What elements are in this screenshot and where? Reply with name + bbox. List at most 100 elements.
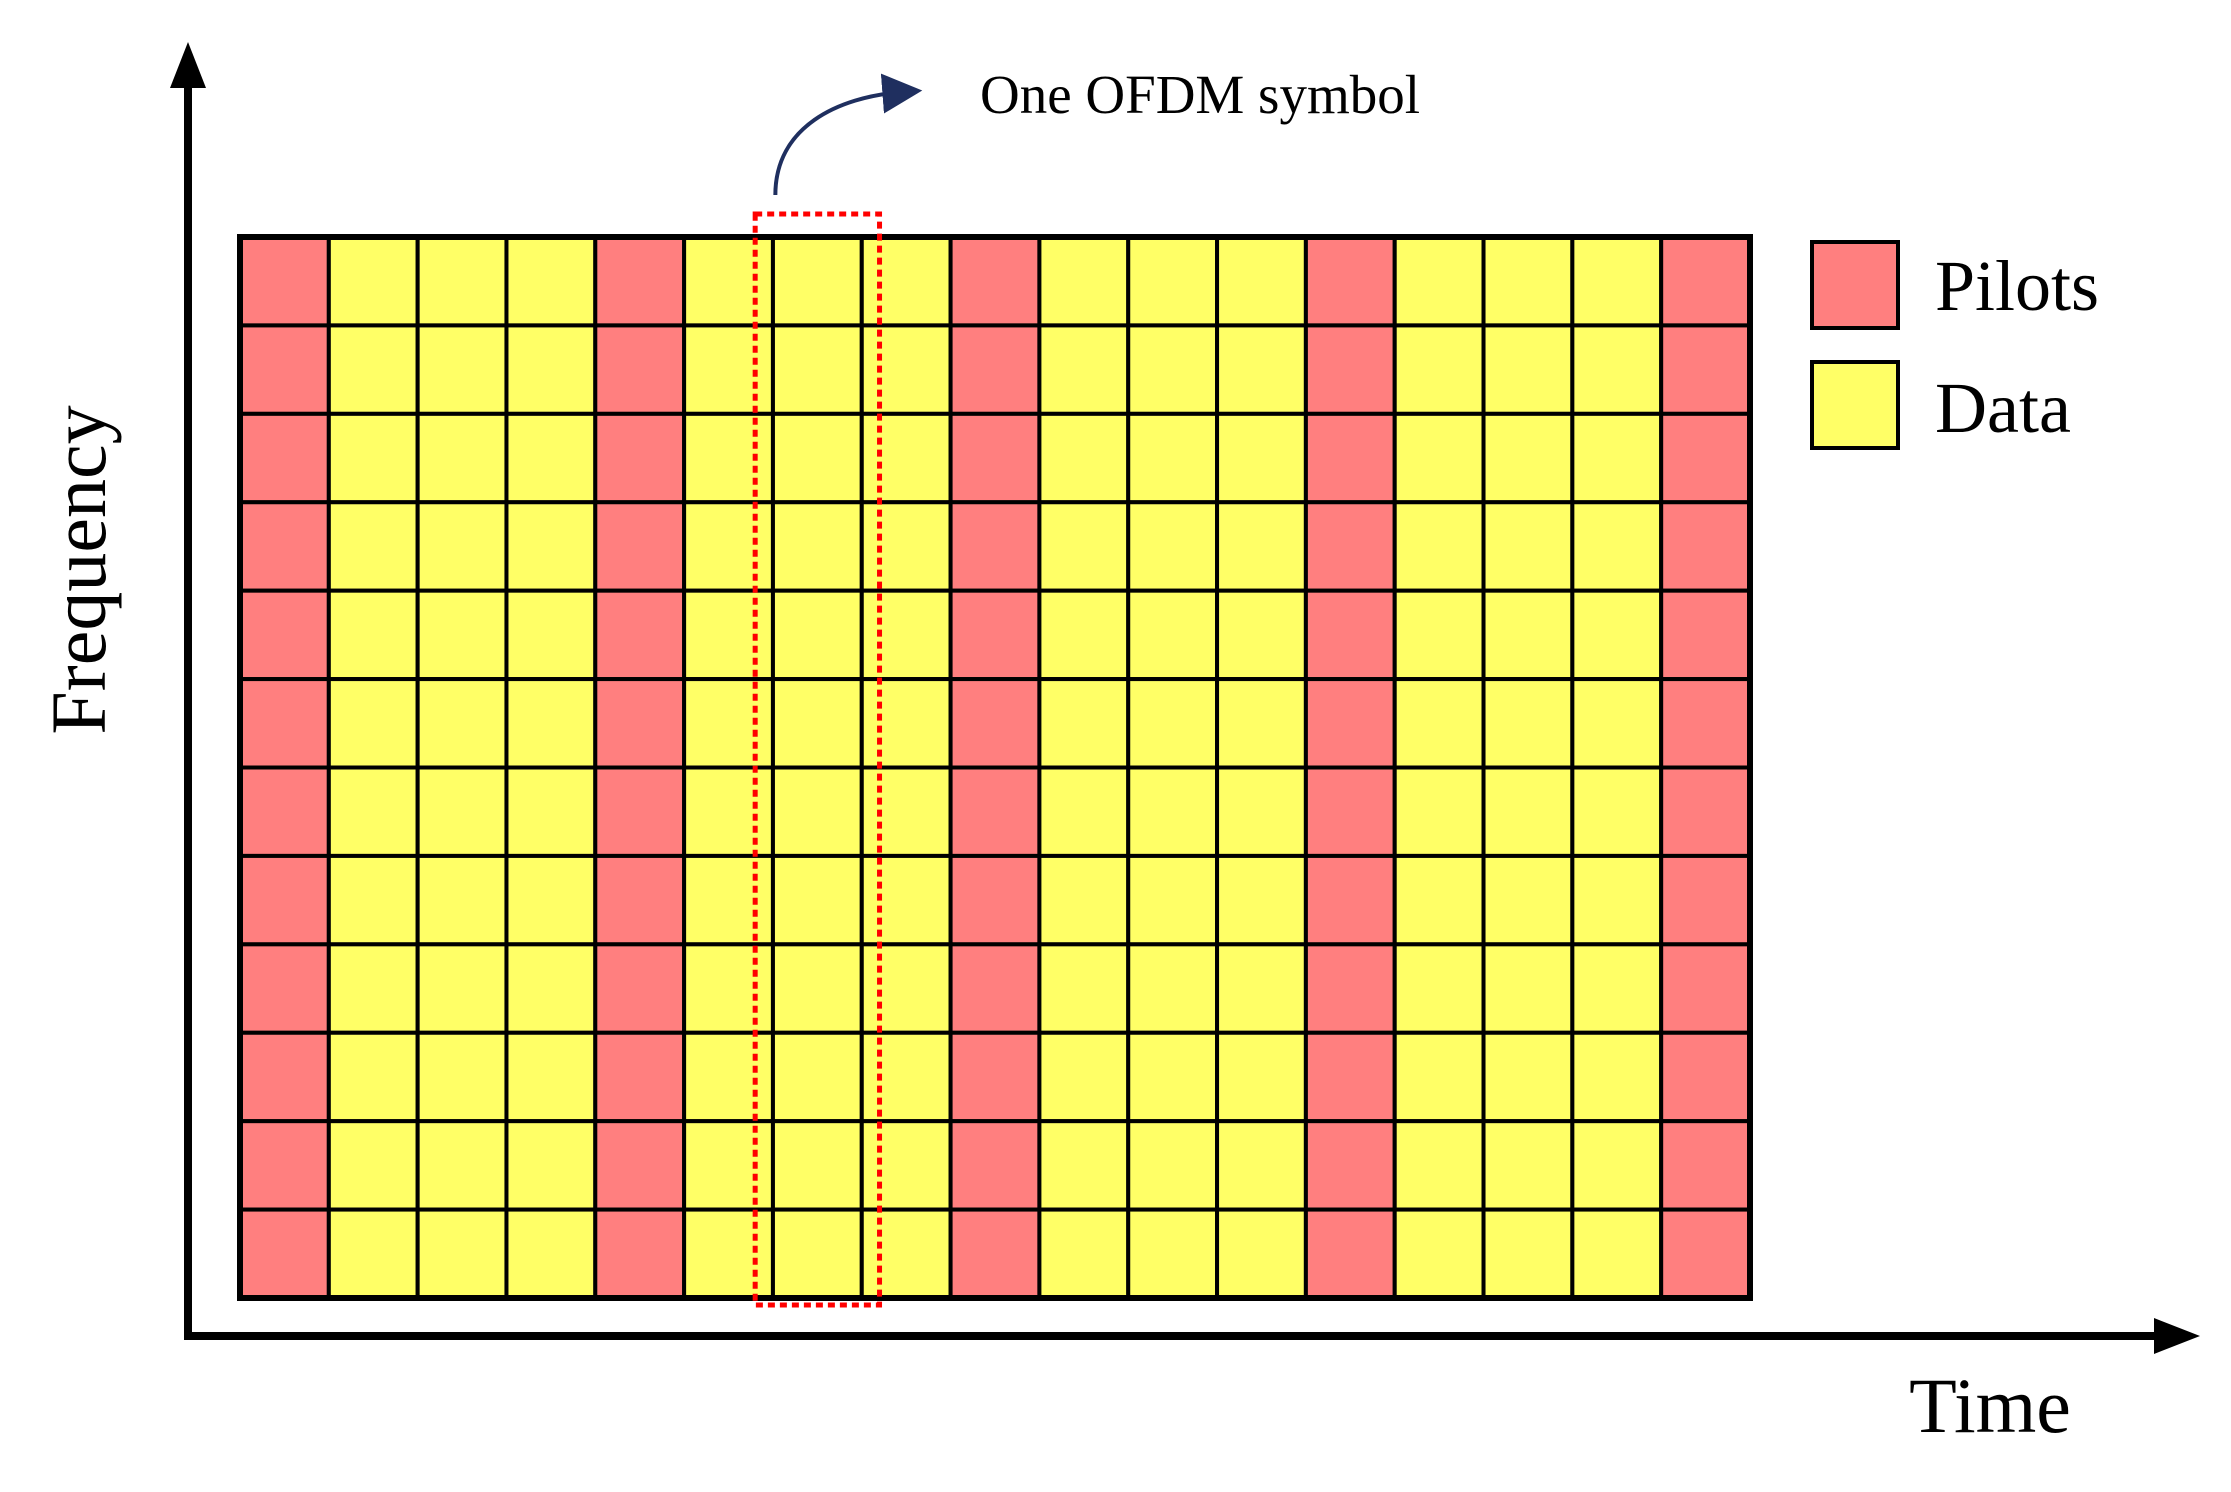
data-cell [326,323,420,416]
data-cell [326,1119,420,1212]
pilot-cell [238,1030,331,1124]
pilot-cell [948,235,1042,328]
data-cell [1215,500,1308,593]
data-cell [1037,500,1131,593]
data-cell [326,677,420,770]
pilot-cell [238,500,331,593]
x-axis-label: Time [1909,1362,2071,1449]
legend-swatch-data [1810,360,1900,450]
data-cell [504,1119,598,1212]
data-cell [1215,1207,1308,1301]
pilot-cell [238,1119,331,1212]
data-cell [1392,323,1486,416]
data-cell [1215,588,1308,682]
y-axis-arrowhead [170,42,206,88]
resource-grid [237,234,1753,1301]
data-cell [1215,323,1308,416]
pilot-cell [1659,588,1753,682]
data-cell [1481,323,1575,416]
data-cell [1037,588,1131,682]
pilot-cell [1303,411,1397,505]
pilot-cell [593,500,687,593]
data-cell [326,235,420,328]
data-cell [682,677,775,770]
pilot-cell [238,588,331,682]
data-cell [1126,765,1220,858]
pilot-cell [1303,235,1397,328]
data-cell [1392,677,1486,770]
pilot-cell [1303,942,1397,1035]
data-cell [770,323,864,416]
pilot-cell [1303,677,1397,770]
pilot-cell [1303,765,1397,858]
data-cell [1126,588,1220,682]
data-cell [415,411,509,505]
data-cell [770,1030,864,1124]
pilot-cell [238,235,331,328]
data-cell [326,853,420,947]
legend-label-pilots: Pilots [1935,246,2099,326]
data-cell [859,323,953,416]
legend-label-data: Data [1935,368,2071,448]
data-cell [1037,942,1131,1035]
data-cell [1570,1119,1664,1212]
data-cell [682,323,775,416]
data-cell [504,942,598,1035]
data-cell [1215,1030,1308,1124]
data-cell [504,1030,598,1124]
data-cell [859,500,953,593]
y-axis-label: Frequency [35,405,122,734]
data-cell [1215,853,1308,947]
data-cell [770,235,864,328]
pilot-cell [593,1030,687,1124]
pilot-cell [1303,1119,1397,1212]
data-cell [1570,323,1664,416]
data-cell [415,853,509,947]
pilot-cell [948,942,1042,1035]
data-cell [1570,853,1664,947]
pilot-cell [1659,323,1753,416]
data-cell [1126,853,1220,947]
pilot-cell [593,765,687,858]
pilot-cell [593,942,687,1035]
data-cell [415,677,509,770]
data-cell [1037,853,1131,947]
pilot-cell [1659,1119,1753,1212]
pilot-cell [1659,765,1753,858]
data-cell [682,765,775,858]
data-cell [1481,500,1575,593]
legend-swatch-pilots [1810,240,1900,330]
pilot-cell [948,1030,1042,1124]
data-cell [1037,677,1131,770]
data-cell [1481,411,1575,505]
data-cell [1392,1119,1486,1212]
data-cell [682,853,775,947]
data-cell [1570,1207,1664,1301]
data-cell [1570,411,1664,505]
data-cell [682,411,775,505]
data-cell [1481,1207,1575,1301]
pilot-cell [1303,500,1397,593]
data-cell [859,411,953,505]
pilot-cell [593,235,687,328]
pilot-cell [593,588,687,682]
data-cell [415,323,509,416]
data-cell [859,1207,953,1301]
data-cell [1392,765,1486,858]
data-cell [504,1207,598,1301]
data-cell [504,677,598,770]
data-cell [326,942,420,1035]
data-cell [415,235,509,328]
data-cell [326,1030,420,1124]
data-cell [415,1119,509,1212]
data-cell [504,323,598,416]
pilot-cell [1303,1207,1397,1301]
data-cell [504,853,598,947]
data-cell [859,235,953,328]
data-cell [415,1207,509,1301]
data-cell [1481,1119,1575,1212]
data-cell [1481,677,1575,770]
data-cell [770,942,864,1035]
data-cell [1570,588,1664,682]
